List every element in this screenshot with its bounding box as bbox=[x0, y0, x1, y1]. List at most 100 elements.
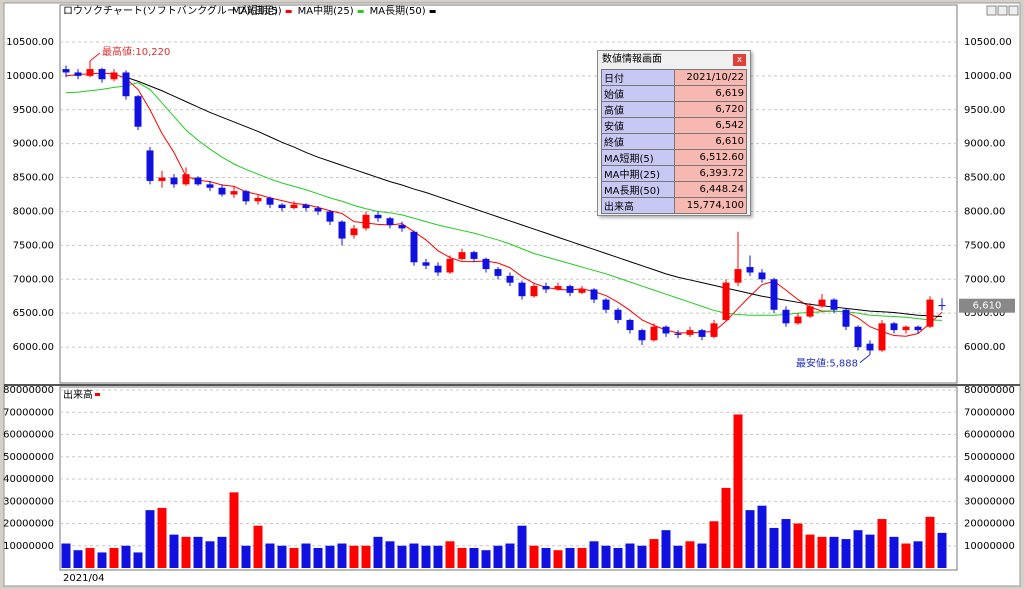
close-button[interactable]: x bbox=[733, 54, 746, 66]
candle-body bbox=[542, 286, 550, 290]
y-tick-label: 10500.00 bbox=[964, 37, 1012, 48]
ma-line bbox=[65, 82, 943, 321]
candle-body bbox=[350, 228, 358, 236]
candle-body bbox=[506, 275, 514, 283]
window-button[interactable] bbox=[997, 5, 1008, 16]
y-tick-label: 10000.00 bbox=[6, 71, 54, 82]
volume-bar bbox=[217, 536, 227, 568]
volume-bar bbox=[817, 536, 827, 568]
candle-body bbox=[626, 319, 634, 331]
y-tick-label: 10500.00 bbox=[6, 37, 54, 48]
y-tick-label: 30000000 bbox=[3, 496, 54, 507]
window-button[interactable] bbox=[1008, 5, 1019, 16]
volume-bar bbox=[145, 510, 155, 568]
candle-body bbox=[878, 323, 886, 351]
volume-bar bbox=[469, 547, 479, 568]
volume-bar bbox=[529, 545, 539, 568]
volume-bar bbox=[157, 507, 167, 568]
volume-bar bbox=[373, 536, 383, 568]
candle-body bbox=[410, 231, 418, 263]
candle-body bbox=[230, 191, 238, 195]
y-tick-label: 7000.00 bbox=[964, 274, 1005, 285]
info-value: 6,542 bbox=[674, 117, 747, 134]
candle-body bbox=[650, 326, 658, 341]
volume-bar bbox=[421, 545, 431, 568]
info-key: MA中期(25) bbox=[601, 165, 675, 182]
candle-body bbox=[746, 267, 754, 273]
candle-body bbox=[86, 69, 94, 76]
y-tick-label: 40000000 bbox=[3, 474, 54, 485]
candle-body bbox=[182, 174, 190, 185]
candle-body bbox=[62, 69, 70, 73]
volume-bar bbox=[277, 545, 287, 568]
legend-label: MA短期(5) bbox=[232, 4, 282, 17]
y-tick-label: 20000000 bbox=[3, 519, 54, 530]
info-row: MA中期(25) 6,393.72 bbox=[601, 165, 747, 182]
y-tick-label: 10000000 bbox=[964, 541, 1015, 552]
volume-bar bbox=[769, 527, 779, 568]
info-row: MA長期(50) 6,448.24 bbox=[601, 181, 747, 198]
candle-body bbox=[866, 343, 874, 351]
candle-body bbox=[434, 265, 442, 273]
price-box bbox=[959, 298, 1015, 313]
volume-bar bbox=[901, 543, 911, 568]
volume-bar bbox=[385, 541, 395, 568]
y-tick-label: 7500.00 bbox=[13, 240, 54, 251]
y-tick-label: 6500.00 bbox=[964, 308, 1005, 319]
info-value: 2021/10/22 bbox=[674, 69, 747, 86]
candle-body bbox=[242, 191, 250, 202]
volume-bar bbox=[589, 541, 599, 568]
candle-body bbox=[446, 258, 454, 273]
info-row: 高値 6,720 bbox=[601, 101, 747, 118]
volume-bar bbox=[925, 516, 935, 568]
volume-bar bbox=[613, 547, 623, 568]
info-key: 出来高 bbox=[601, 197, 675, 214]
candle-body bbox=[482, 258, 490, 270]
candle-body bbox=[854, 326, 862, 348]
info-key: MA長期(50) bbox=[601, 181, 675, 198]
panel-title-text: 数値情報画面 bbox=[602, 54, 662, 65]
volume-bar bbox=[409, 543, 419, 568]
y-tick-label: 50000000 bbox=[964, 452, 1015, 463]
info-row: 始値 6,619 bbox=[601, 85, 747, 102]
volume-bar bbox=[481, 550, 491, 568]
volume-bar bbox=[829, 536, 839, 568]
candle-body bbox=[206, 184, 214, 188]
y-tick-label: 60000000 bbox=[964, 430, 1015, 441]
candle-body bbox=[146, 150, 154, 181]
y-tick-label: 20000000 bbox=[964, 519, 1015, 530]
info-value: 6,720 bbox=[674, 101, 747, 118]
panel-title: 数値情報画面 x bbox=[598, 51, 750, 69]
info-panel[interactable]: 数値情報画面 x 日付 2021/10/22 始値 6,619 高値 6,720 安値 6,54… bbox=[597, 50, 751, 216]
candle-body bbox=[290, 204, 298, 209]
volume-bar bbox=[601, 545, 611, 568]
legend-label: MA長期(50) bbox=[370, 5, 426, 17]
y-tick-label: 8500.00 bbox=[964, 173, 1005, 184]
info-row: 日付 2021/10/22 bbox=[601, 69, 747, 86]
volume-bar bbox=[229, 492, 239, 568]
candle-body bbox=[566, 286, 574, 293]
volume-bar bbox=[325, 545, 335, 568]
window-button[interactable] bbox=[986, 5, 997, 16]
annotation: 最高値:10,220 bbox=[102, 45, 170, 58]
y-tick-label: 8000.00 bbox=[13, 206, 54, 217]
volume-bar bbox=[565, 547, 575, 568]
price-label: 6,610 bbox=[973, 301, 1002, 312]
candle-body bbox=[722, 282, 730, 320]
volume-bar bbox=[313, 547, 323, 568]
candle-body bbox=[842, 309, 850, 327]
y-tick-label: 9500.00 bbox=[964, 105, 1005, 116]
candle-body bbox=[362, 214, 370, 229]
candle-body bbox=[422, 262, 430, 266]
chart-frame bbox=[3, 2, 1021, 587]
volume-bar bbox=[97, 552, 107, 568]
candle-body bbox=[782, 309, 790, 324]
legend-swatch bbox=[357, 10, 364, 13]
candle-body bbox=[170, 177, 178, 185]
volume-bar bbox=[121, 545, 131, 568]
price-plot bbox=[59, 4, 958, 384]
info-value: 6,619 bbox=[674, 85, 747, 102]
volume-bar bbox=[841, 539, 851, 568]
info-value: 6,610 bbox=[674, 133, 747, 150]
x-tick-label: 2021/04 bbox=[63, 573, 105, 584]
